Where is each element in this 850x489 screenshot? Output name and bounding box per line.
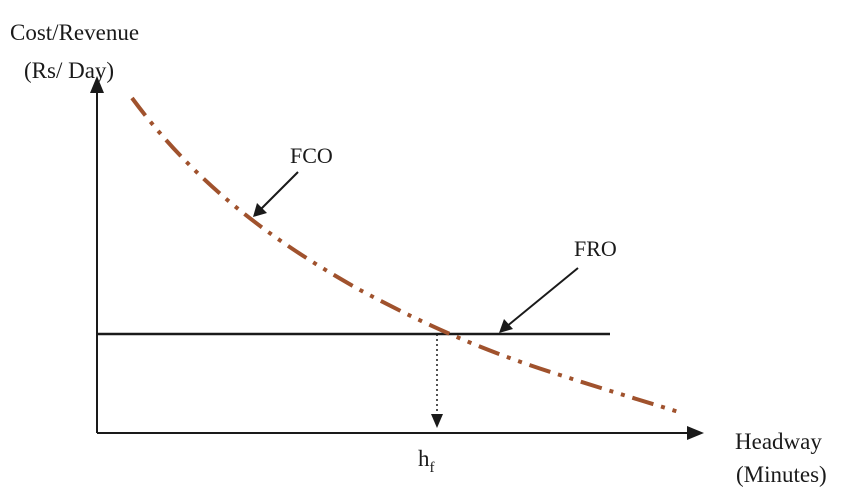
fro-label: FRO — [574, 236, 617, 261]
fro-leader-line — [505, 267, 579, 328]
y-axis-arrowhead — [90, 76, 104, 93]
fro-leader-arrowhead — [499, 319, 513, 333]
x-axis-title-line2: (Minutes) — [736, 462, 827, 487]
fco-label: FCO — [290, 143, 333, 168]
x-axis-title-line1: Headway — [735, 429, 822, 454]
y-axis-title-line1: Cost/Revenue — [10, 20, 139, 45]
y-axis-title-line2: (Rs/ Day) — [24, 58, 114, 83]
fco-leader-line — [259, 171, 299, 211]
fco-leader-arrowhead — [253, 203, 267, 217]
intersection-marker-label: hf — [418, 446, 435, 476]
intersection-drop-arrowhead — [431, 414, 443, 428]
x-axis-arrowhead — [687, 426, 704, 440]
intersection-marker-subscript: f — [430, 460, 435, 476]
intersection-marker-base: h — [418, 446, 430, 471]
